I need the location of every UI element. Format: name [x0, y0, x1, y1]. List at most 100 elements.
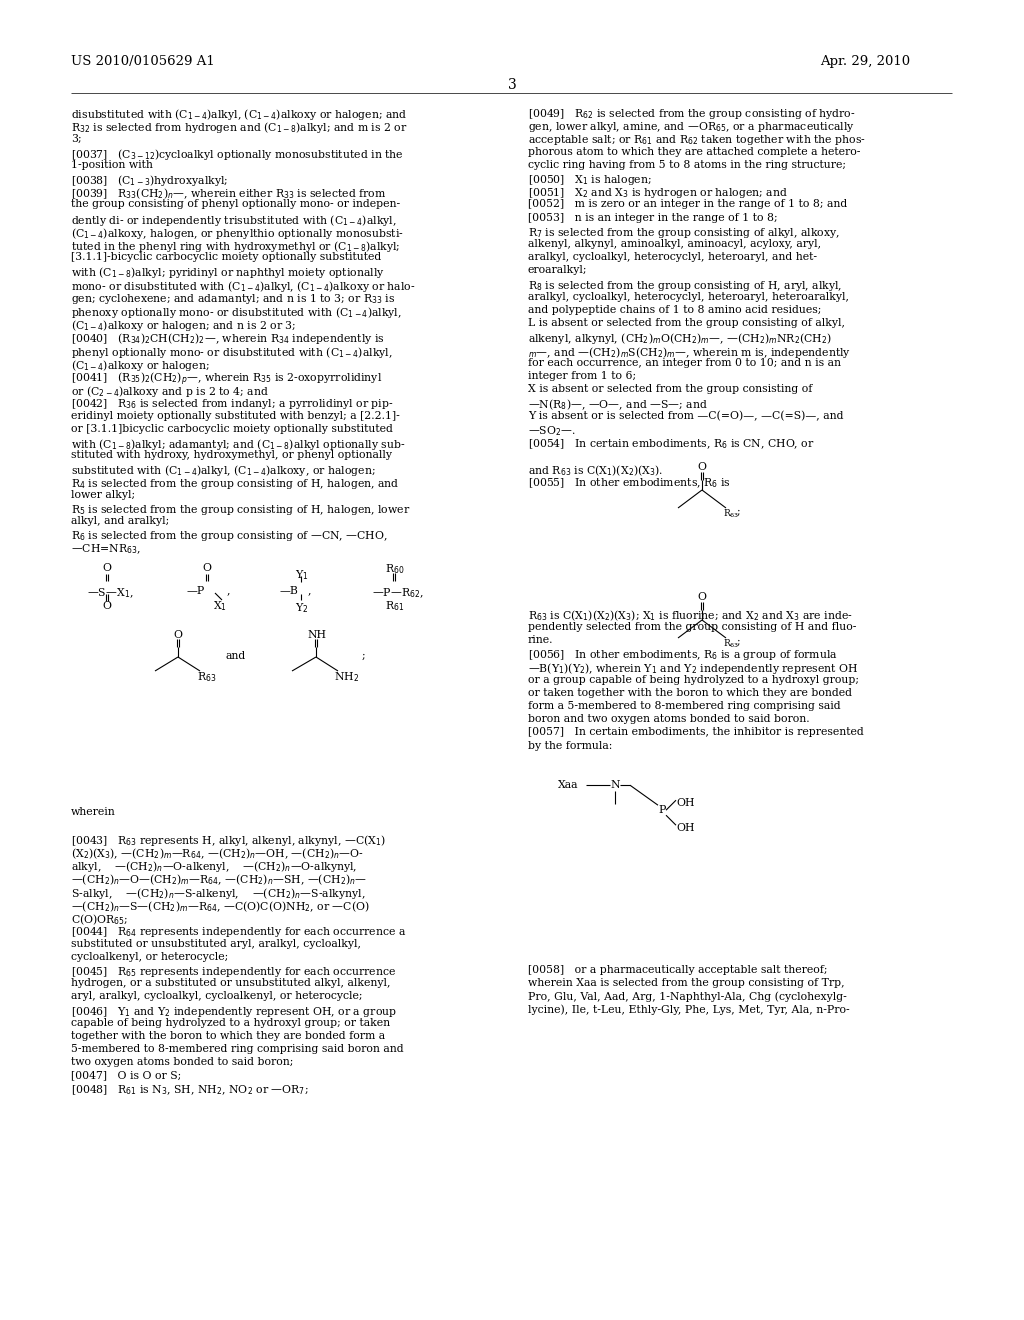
Text: R$_4$ is selected from the group consisting of H, halogen, and: R$_4$ is selected from the group consist…	[71, 477, 399, 491]
Text: or [3.1.1]bicyclic carbocyclic moiety optionally substituted: or [3.1.1]bicyclic carbocyclic moiety op…	[71, 424, 393, 434]
Text: 1-position with: 1-position with	[71, 160, 153, 170]
Text: Apr. 29, 2010: Apr. 29, 2010	[820, 55, 910, 69]
Text: O: O	[202, 564, 211, 573]
Text: two oxygen atoms bonded to said boron;: two oxygen atoms bonded to said boron;	[71, 1057, 293, 1068]
Text: eridinyl moiety optionally substituted with benzyl; a [2.2.1]-: eridinyl moiety optionally substituted w…	[71, 411, 399, 421]
Text: (C$_{1-4}$)alkoxy or halogen;: (C$_{1-4}$)alkoxy or halogen;	[71, 358, 210, 372]
Text: —P—R$_{62}$,: —P—R$_{62}$,	[372, 586, 424, 599]
Text: phorous atom to which they are attached complete a hetero-: phorous atom to which they are attached …	[528, 147, 860, 157]
Text: [0051]   X$_2$ and X$_3$ is hydrogen or halogen; and: [0051] X$_2$ and X$_3$ is hydrogen or ha…	[528, 186, 787, 201]
Text: wherein Xaa is selected from the group consisting of Trp,: wherein Xaa is selected from the group c…	[528, 978, 845, 989]
Text: [0048]   R$_{61}$ is N$_3$, SH, NH$_2$, NO$_2$ or —OR$_7$;: [0048] R$_{61}$ is N$_3$, SH, NH$_2$, NO…	[71, 1084, 308, 1097]
Text: OH: OH	[676, 824, 694, 833]
Text: form a 5-membered to 8-membered ring comprising said: form a 5-membered to 8-membered ring com…	[528, 701, 841, 711]
Text: dently di- or independently trisubstituted with (C$_{1-4}$)alkyl,: dently di- or independently trisubstitut…	[71, 213, 396, 227]
Text: alkyl,    —(CH$_2$)$_n$—O-alkenyl,    —(CH$_2$)$_n$—O-alkynyl,: alkyl, —(CH$_2$)$_n$—O-alkenyl, —(CH$_2$…	[71, 859, 357, 874]
Text: [0041]   (R$_{35}$)$_2$(CH$_2$)$_p$—, wherein R$_{35}$ is 2-oxopyrrolidinyl: [0041] (R$_{35}$)$_2$(CH$_2$)$_p$—, wher…	[71, 371, 382, 388]
Text: for each occurrence, an integer from 0 to 10; and n is an: for each occurrence, an integer from 0 t…	[528, 358, 841, 368]
Text: acceptable salt; or R$_{61}$ and R$_{62}$ taken together with the phos-: acceptable salt; or R$_{61}$ and R$_{62}…	[528, 133, 866, 148]
Text: ,: ,	[308, 585, 311, 595]
Text: R$_{63}$: R$_{63}$	[723, 638, 739, 649]
Text: R$_{60}$: R$_{60}$	[385, 562, 404, 576]
Text: rine.: rine.	[528, 635, 554, 645]
Text: [0043]   R$_{63}$ represents H, alkyl, alkenyl, alkynyl, —C(X$_1$): [0043] R$_{63}$ represents H, alkyl, alk…	[71, 833, 386, 847]
Text: [0055]   In other embodiments, R$_6$ is: [0055] In other embodiments, R$_6$ is	[528, 477, 731, 490]
Text: —P: —P	[187, 586, 205, 597]
Text: aralkyl, cycloalkyl, heterocyclyl, heteroaryl, heteroaralkyl,: aralkyl, cycloalkyl, heterocyclyl, heter…	[528, 292, 849, 302]
Text: (C$_{1-4}$)alkoxy or halogen; and n is 2 or 3;: (C$_{1-4}$)alkoxy or halogen; and n is 2…	[71, 318, 296, 333]
Text: R$_5$ is selected from the group consisting of H, halogen, lower: R$_5$ is selected from the group consist…	[71, 503, 411, 517]
Text: or taken together with the boron to which they are bonded: or taken together with the boron to whic…	[528, 688, 852, 698]
Text: NH$_2$: NH$_2$	[334, 671, 359, 684]
Text: phenoxy optionally mono- or disubstituted with (C$_{1-4}$)alkyl,: phenoxy optionally mono- or disubstitute…	[71, 305, 401, 319]
Text: L is absent or selected from the group consisting of alkyl,: L is absent or selected from the group c…	[528, 318, 845, 329]
Text: R$_{61}$: R$_{61}$	[385, 599, 404, 612]
Text: —N(R$_8$)—, —O—, and —S—; and: —N(R$_8$)—, —O—, and —S—; and	[528, 397, 708, 412]
Text: —SO$_2$—.: —SO$_2$—.	[528, 424, 575, 438]
Text: [0058]   or a pharmaceutically acceptable salt thereof;: [0058] or a pharmaceutically acceptable …	[528, 965, 827, 975]
Text: pendently selected from the group consisting of H and fluo-: pendently selected from the group consis…	[528, 622, 856, 632]
Text: R$_6$ is selected from the group consisting of —CN, —CHO,: R$_6$ is selected from the group consist…	[71, 529, 388, 544]
Text: alkenyl, alkynyl, aminoalkyl, aminoacyl, acyloxy, aryl,: alkenyl, alkynyl, aminoalkyl, aminoacyl,…	[528, 239, 821, 249]
Text: integer from 1 to 6;: integer from 1 to 6;	[528, 371, 636, 381]
Text: capable of being hydrolyzed to a hydroxyl group; or taken: capable of being hydrolyzed to a hydroxy…	[71, 1018, 390, 1028]
Text: [0050]   X$_1$ is halogen;: [0050] X$_1$ is halogen;	[528, 173, 652, 187]
Text: OH: OH	[676, 799, 694, 808]
Text: 5-membered to 8-membered ring comprising said boron and: 5-membered to 8-membered ring comprising…	[71, 1044, 403, 1055]
Text: and R$_{63}$ is C(X$_1$)(X$_2$)(X$_3$).: and R$_{63}$ is C(X$_1$)(X$_2$)(X$_3$).	[528, 463, 664, 478]
Text: tuted in the phenyl ring with hydroxymethyl or (C$_{1-8}$)alkyl;: tuted in the phenyl ring with hydroxymet…	[71, 239, 400, 253]
Text: aryl, aralkyl, cycloalkyl, cycloalkenyl, or heterocycle;: aryl, aralkyl, cycloalkyl, cycloalkenyl,…	[71, 991, 362, 1002]
Text: Xaa: Xaa	[558, 780, 579, 791]
Text: the group consisting of phenyl optionally mono- or indepen-: the group consisting of phenyl optionall…	[71, 199, 400, 210]
Text: and: and	[225, 651, 246, 661]
Text: aralkyl, cycloalkyl, heterocyclyl, heteroaryl, and het-: aralkyl, cycloalkyl, heterocyclyl, heter…	[528, 252, 817, 263]
Text: (C$_{1-4}$)alkoxy, halogen, or phenylthio optionally monosubsti-: (C$_{1-4}$)alkoxy, halogen, or phenylthi…	[71, 226, 404, 240]
Text: with (C$_{1-8}$)alkyl; adamantyl; and (C$_{1-8}$)alkyl optionally sub-: with (C$_{1-8}$)alkyl; adamantyl; and (C…	[71, 437, 406, 451]
Text: N: N	[610, 780, 620, 791]
Text: substituted or unsubstituted aryl, aralkyl, cycloalkyl,: substituted or unsubstituted aryl, aralk…	[71, 939, 361, 949]
Text: —B: —B	[280, 586, 299, 597]
Text: cycloalkenyl, or heterocycle;: cycloalkenyl, or heterocycle;	[71, 952, 228, 962]
Text: alkenyl, alkynyl, (CH$_2$)$_m$O(CH$_2$)$_m$—, —(CH$_2$)$_m$NR$_2$(CH$_2$): alkenyl, alkynyl, (CH$_2$)$_m$O(CH$_2$)$…	[528, 331, 833, 346]
Text: C(O)OR$_{65}$;: C(O)OR$_{65}$;	[71, 912, 128, 927]
Text: O: O	[102, 601, 111, 611]
Text: S-alkyl,    —(CH$_2$)$_n$—S-alkenyl,    —(CH$_2$)$_n$—S-alkynyl,: S-alkyl, —(CH$_2$)$_n$—S-alkenyl, —(CH$_…	[71, 886, 366, 900]
Text: R$_8$ is selected from the group consisting of H, aryl, alkyl,: R$_8$ is selected from the group consist…	[528, 279, 843, 293]
Text: [0042]   R$_{36}$ is selected from indanyl; a pyrrolidinyl or pip-: [0042] R$_{36}$ is selected from indanyl…	[71, 397, 393, 412]
Text: O: O	[102, 564, 111, 573]
Text: Y$_1$: Y$_1$	[295, 568, 308, 582]
Text: [0045]   R$_{65}$ represents independently for each occurrence: [0045] R$_{65}$ represents independently…	[71, 965, 396, 979]
Text: wherein: wherein	[71, 807, 116, 817]
Text: Pro, Glu, Val, Aad, Arg, 1-Naphthyl-Ala, Chg (cyclohexylg-: Pro, Glu, Val, Aad, Arg, 1-Naphthyl-Ala,…	[528, 991, 847, 1002]
Text: [3.1.1]-bicyclic carbocyclic moiety optionally substituted: [3.1.1]-bicyclic carbocyclic moiety opti…	[71, 252, 381, 263]
Text: lycine), Ile, t-Leu, Ethly-Gly, Phe, Lys, Met, Tyr, Ala, n-Pro-: lycine), Ile, t-Leu, Ethly-Gly, Phe, Lys…	[528, 1005, 850, 1015]
Text: 3;: 3;	[71, 133, 82, 144]
Text: [0039]   R$_{33}$(CH$_2$)$_n$—, wherein either R$_{33}$ is selected from: [0039] R$_{33}$(CH$_2$)$_n$—, wherein ei…	[71, 186, 386, 201]
Text: [0046]   Y$_1$ and Y$_2$ independently represent OH, or a group: [0046] Y$_1$ and Y$_2$ independently rep…	[71, 1005, 397, 1019]
Text: ,: ,	[227, 585, 230, 595]
Text: [0040]   (R$_{34}$)$_2$CH(CH$_2$)$_2$—, wherein R$_{34}$ independently is: [0040] (R$_{34}$)$_2$CH(CH$_2$)$_2$—, wh…	[71, 331, 385, 346]
Text: [0056]   In other embodiments, R$_6$ is a group of formula: [0056] In other embodiments, R$_6$ is a …	[528, 648, 838, 663]
Text: Y$_2$: Y$_2$	[295, 601, 308, 615]
Text: [0047]   O is O or S;: [0047] O is O or S;	[71, 1071, 181, 1081]
Text: together with the boron to which they are bonded form a: together with the boron to which they ar…	[71, 1031, 385, 1041]
Text: —S—X$_1$,: —S—X$_1$,	[87, 586, 133, 599]
Text: [0038]   (C$_{1-3}$)hydroxyalkyl;: [0038] (C$_{1-3}$)hydroxyalkyl;	[71, 173, 228, 187]
Text: O: O	[173, 630, 182, 640]
Text: R$_{32}$ is selected from hydrogen and (C$_{1-8}$)alkyl; and m is 2 or: R$_{32}$ is selected from hydrogen and (…	[71, 120, 408, 135]
Text: —B(Y$_1$)(Y$_2$), wherein Y$_1$ and Y$_2$ independently represent OH: —B(Y$_1$)(Y$_2$), wherein Y$_1$ and Y$_2…	[528, 661, 858, 676]
Text: or a group capable of being hydrolyzed to a hydroxyl group;: or a group capable of being hydrolyzed t…	[528, 675, 859, 685]
Text: US 2010/0105629 A1: US 2010/0105629 A1	[71, 55, 215, 69]
Text: NH: NH	[307, 630, 326, 640]
Text: $_m$—, and —(CH$_2$)$_m$S(CH$_2$)$_m$—, wherein m is, independently: $_m$—, and —(CH$_2$)$_m$S(CH$_2$)$_m$—, …	[528, 345, 851, 359]
Text: with (C$_{1-8}$)alkyl; pyridinyl or naphthyl moiety optionally: with (C$_{1-8}$)alkyl; pyridinyl or naph…	[71, 265, 385, 280]
Text: stituted with hydroxy, hydroxymethyl, or phenyl optionally: stituted with hydroxy, hydroxymethyl, or…	[71, 450, 392, 461]
Text: or (C$_{2-4}$)alkoxy and p is 2 to 4; and: or (C$_{2-4}$)alkoxy and p is 2 to 4; an…	[71, 384, 269, 399]
Text: by the formula:: by the formula:	[528, 741, 612, 751]
Text: ;: ;	[362, 651, 366, 661]
Text: hydrogen, or a substituted or unsubstituted alkyl, alkenyl,: hydrogen, or a substituted or unsubstitu…	[71, 978, 390, 989]
Text: ;: ;	[737, 638, 740, 647]
Text: gen; cyclohexene; and adamantyl; and n is 1 to 3; or R$_{33}$ is: gen; cyclohexene; and adamantyl; and n i…	[71, 292, 395, 306]
Text: boron and two oxygen atoms bonded to said boron.: boron and two oxygen atoms bonded to sai…	[528, 714, 810, 725]
Text: —(CH$_2$)$_n$—O—(CH$_2$)$_m$—R$_{64}$, —(CH$_2$)$_n$—SH, —(CH$_2$)$_n$—: —(CH$_2$)$_n$—O—(CH$_2$)$_m$—R$_{64}$, —…	[71, 873, 367, 887]
